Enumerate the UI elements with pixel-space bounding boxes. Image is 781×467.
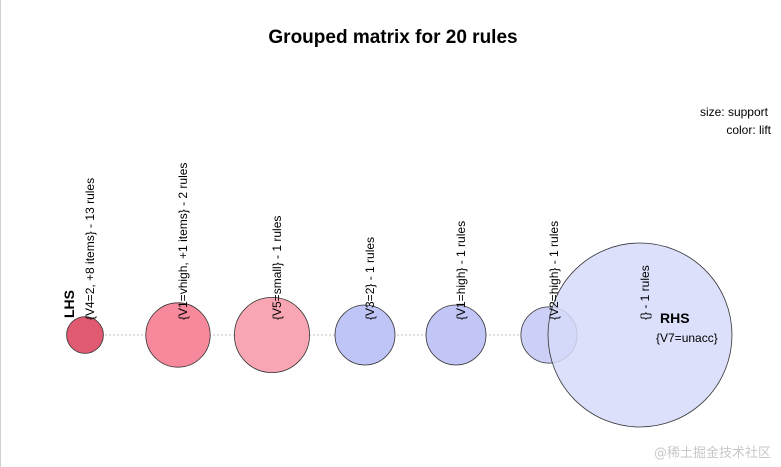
group-label-4: {V3=2} - 1 rules [363,237,377,320]
legend-color: color: lift [726,123,771,137]
group-label-6: {V2=high} - 1 rules [547,221,561,320]
group-circle-3 [233,296,310,373]
rhs-group-label: {V7=unacc} [656,331,718,345]
group-labels: {V4=2, +8 items} - 13 rules {V1=vhigh, +1… [83,163,652,320]
group-circle-2 [145,302,211,368]
group-label-7: {} - 1 rules [638,265,652,320]
group-circle-5 [425,304,487,366]
watermark: @稀土掘金技术社区 [653,446,771,461]
chart-title: Grouped matrix for 20 rules [268,27,517,48]
group-circles [66,242,733,428]
group-label-1: {V4=2, +8 items} - 13 rules [83,178,97,320]
group-label-5: {V1=high} - 1 rules [454,221,468,320]
lhs-axis-label: LHS [61,290,77,318]
group-label-3: {V5=small} - 1 rules [270,216,284,320]
group-label-2: {V1=vhigh, +1 items} - 2 rules [176,163,190,320]
group-circle-7 [547,242,733,428]
rhs-axis-label: RHS [660,310,690,326]
group-circle-1 [66,316,104,354]
group-circle-4 [334,304,396,366]
legend-size: size: support [700,105,769,119]
